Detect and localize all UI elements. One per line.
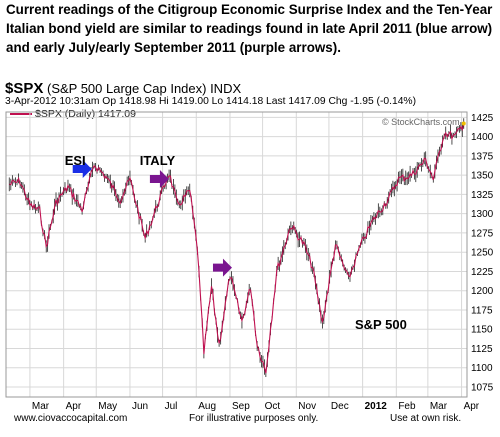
y-tick-label: 1425 (471, 113, 494, 124)
y-tick-label: 1350 (471, 171, 494, 182)
x-tick-label: Mar (430, 401, 448, 412)
x-tick-label: Oct (265, 401, 281, 412)
annotation-labels: ESI ITALY S&P 500 (65, 153, 407, 332)
x-tick-label: Apr (464, 401, 480, 412)
x-tick-label: Sep (232, 401, 250, 412)
chart-caption: Current readings of the Citigroup Econom… (6, 2, 493, 55)
footer-note: For illustrative purposes only. (189, 413, 319, 424)
x-tick-label: Aug (198, 401, 216, 412)
x-tick-label: May (98, 401, 117, 412)
y-tick-label: 1200 (471, 286, 494, 297)
x-tick-label: Dec (331, 401, 349, 412)
x-tick-label: Feb (398, 401, 416, 412)
x-tick-labels: Mar Apr May Jun Jul Aug Sep Oct Nov Dec 2012 Feb Mar… (32, 401, 480, 412)
symbol-description: (S&P 500 Large Cap Index) INDX (46, 81, 242, 96)
legend-swatch (10, 113, 32, 116)
x-tick-label: Jun (132, 401, 148, 412)
footer-site: www.ciovaccocapital.com (14, 413, 128, 424)
y-tick-label: 1275 (471, 228, 494, 239)
x-tick-label: 2012 (365, 401, 388, 412)
y-tick-label: 1375 (471, 151, 494, 162)
y-tick-label: 1300 (471, 209, 494, 220)
x-tick-label: Mar (32, 401, 50, 412)
blue-arrow-icon (72, 160, 92, 178)
y-tick-label: 1400 (471, 132, 494, 143)
annotation-label: S&P 500 (355, 317, 407, 332)
y-tick-label: 1250 (471, 248, 494, 259)
plot-frame (5, 111, 468, 398)
grid-lines (6, 112, 467, 397)
symbol-ticker: $SPX (5, 80, 44, 97)
y-tick-label: 1075 (471, 382, 494, 393)
y-tick-label: 1125 (471, 344, 493, 355)
y-tick-label: 1100 (471, 363, 493, 374)
purple-arrow-icon (212, 258, 232, 277)
annotation-label: ESI (65, 153, 86, 168)
stockcharts-watermark: © StockCharts.com (382, 117, 460, 127)
quote-line: 3-Apr-2012 10:31am Op 1418.98 Hi 1419.00… (5, 96, 417, 107)
price-series (8, 118, 466, 378)
symbol-header: $SPX (S&P 500 Large Cap Index) INDX (5, 80, 241, 97)
y-tick-label: 1150 (471, 325, 493, 336)
y-tick-label: 1325 (471, 190, 494, 201)
annotation-arrows (72, 160, 232, 277)
purple-arrow-icon (149, 170, 169, 189)
y-tick-label: 1225 (471, 267, 494, 278)
x-tick-label: Nov (298, 401, 316, 412)
x-tick-label: Jul (165, 401, 178, 412)
last-price-marker (461, 121, 466, 126)
y-tick-label: 1175 (471, 305, 493, 316)
y-tick-labels: 1075 1100 1125 1150 1175 1200 1225 1250 1275 1300… (471, 113, 494, 394)
footer-risk: Use at own risk. (390, 413, 462, 424)
annotation-label: ITALY (140, 153, 176, 168)
x-tick-label: Apr (66, 401, 82, 412)
price-line (9, 123, 465, 374)
